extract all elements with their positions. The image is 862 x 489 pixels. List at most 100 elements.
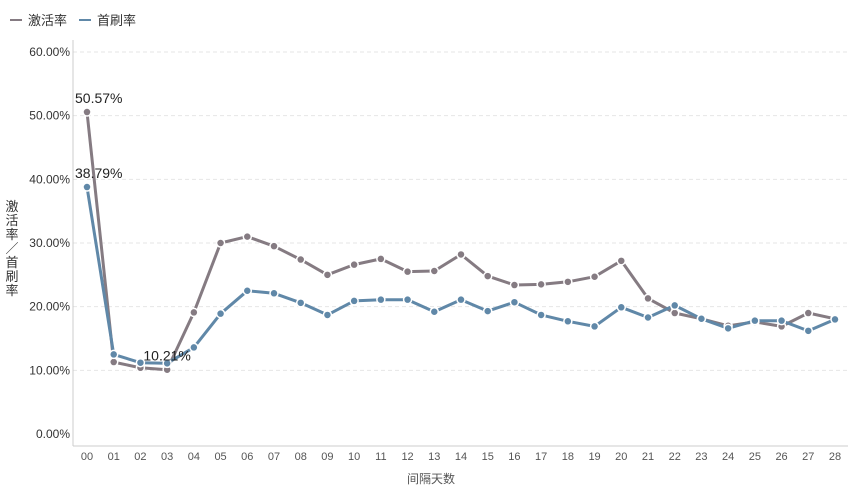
data-point bbox=[830, 314, 840, 325]
legend: 激活率 首刷率 bbox=[10, 10, 136, 29]
data-point bbox=[536, 310, 546, 320]
legend-swatch-activation bbox=[10, 18, 22, 21]
y-axis-title: 激活率／首刷率 bbox=[5, 199, 19, 298]
legend-item-first-swipe[interactable]: 首刷率 bbox=[79, 10, 136, 29]
data-point bbox=[456, 249, 466, 260]
data-point bbox=[349, 296, 359, 306]
x-tick-label: 28 bbox=[829, 451, 841, 463]
data-point bbox=[563, 316, 573, 327]
data-point bbox=[429, 266, 440, 276]
data-point bbox=[295, 254, 306, 265]
data-point bbox=[429, 307, 440, 317]
data-point bbox=[402, 266, 413, 277]
data-point bbox=[776, 321, 787, 332]
legend-label-first-swipe: 首刷率 bbox=[97, 13, 137, 28]
data-point bbox=[643, 293, 653, 304]
x-tick-label: 07 bbox=[268, 451, 280, 463]
x-tick-label: 18 bbox=[562, 451, 574, 463]
data-point bbox=[509, 280, 520, 290]
data-point bbox=[269, 288, 279, 299]
data-point bbox=[376, 254, 386, 264]
data-point bbox=[589, 271, 600, 282]
data-point bbox=[189, 342, 199, 353]
data-label: 38.79% bbox=[75, 165, 122, 181]
x-tick-label: 05 bbox=[214, 451, 226, 463]
data-point bbox=[536, 279, 546, 290]
x-tick-label: 00 bbox=[81, 451, 93, 463]
axis-lines bbox=[72, 40, 848, 447]
data-point bbox=[696, 314, 707, 324]
data-point bbox=[696, 314, 707, 324]
data-point bbox=[215, 308, 226, 319]
data-point bbox=[135, 357, 146, 368]
x-tick-label: 13 bbox=[428, 451, 440, 463]
data-point bbox=[162, 364, 172, 375]
data-point bbox=[669, 308, 680, 318]
data-point bbox=[242, 286, 253, 296]
x-tick-label: 12 bbox=[401, 451, 413, 463]
y-tick-label: 50.00% bbox=[29, 109, 70, 123]
x-tick-label: 04 bbox=[188, 451, 200, 463]
data-label: 50.57% bbox=[75, 90, 122, 106]
x-axis-title: 间隔天数 bbox=[406, 472, 455, 486]
legend-swatch-first-swipe bbox=[79, 18, 92, 21]
x-tick-label: 14 bbox=[455, 451, 467, 463]
x-tick-label: 25 bbox=[749, 451, 761, 463]
series-points bbox=[82, 107, 840, 375]
y-tick-labels: 0.00% 10.00% 20.00% 30.00% 40.00% 50.00% 60.00… bbox=[29, 45, 70, 441]
data-point bbox=[669, 300, 680, 311]
x-tick-label: 08 bbox=[295, 451, 307, 463]
data-point bbox=[108, 357, 119, 367]
data-point bbox=[349, 259, 359, 270]
data-point bbox=[82, 182, 92, 192]
data-point bbox=[456, 294, 466, 305]
data-point bbox=[162, 358, 172, 369]
data-point bbox=[242, 231, 253, 242]
y-tick-label: 60.00% bbox=[29, 45, 70, 59]
series-lines bbox=[85, 111, 836, 372]
grid-lines bbox=[73, 51, 848, 371]
x-tick-label: 03 bbox=[161, 451, 173, 463]
data-point bbox=[723, 321, 733, 331]
data-point bbox=[616, 256, 627, 266]
legend-label-activation: 激活率 bbox=[28, 13, 68, 28]
data-point bbox=[108, 349, 119, 360]
data-point bbox=[776, 315, 787, 326]
x-tick-label: 06 bbox=[241, 451, 253, 463]
data-point bbox=[482, 271, 493, 281]
data-point bbox=[135, 363, 146, 373]
data-point bbox=[215, 238, 226, 248]
data-point bbox=[750, 317, 760, 327]
data-point bbox=[322, 310, 333, 320]
data-point bbox=[750, 315, 760, 326]
x-tick-label: 20 bbox=[615, 451, 627, 463]
x-tick-label: 26 bbox=[775, 451, 787, 463]
x-tick-label: 01 bbox=[108, 451, 120, 463]
x-tick-label: 22 bbox=[669, 451, 681, 463]
y-tick-label: 30.00% bbox=[29, 236, 70, 250]
legend-item-activation[interactable]: 激活率 bbox=[10, 10, 67, 29]
x-tick-label: 19 bbox=[588, 451, 600, 463]
x-tick-label: 21 bbox=[642, 451, 654, 463]
data-point bbox=[402, 294, 413, 305]
data-point bbox=[563, 277, 573, 287]
x-tick-label: 09 bbox=[321, 451, 333, 463]
data-point bbox=[803, 326, 814, 336]
data-point bbox=[269, 241, 279, 251]
y-tick-label: 20.00% bbox=[29, 300, 70, 314]
x-tick-label: 24 bbox=[722, 451, 734, 463]
data-point bbox=[723, 323, 733, 334]
y-tick-label: 10.00% bbox=[29, 363, 70, 377]
series-line-0 bbox=[85, 111, 836, 372]
x-tick-label: 16 bbox=[508, 451, 520, 463]
data-point bbox=[643, 312, 653, 323]
x-tick-label: 15 bbox=[482, 451, 494, 463]
x-tick-labels: 00 01 02 03 04 05 06 07 08 09 10 11 12 13 14 15 16 17 18 19… bbox=[81, 451, 841, 463]
data-point bbox=[589, 321, 600, 332]
x-tick-label: 17 bbox=[535, 451, 547, 463]
data-point bbox=[322, 270, 333, 280]
data-point bbox=[803, 308, 814, 318]
y-tick-label: 0.00% bbox=[36, 427, 70, 441]
data-point bbox=[376, 294, 386, 305]
